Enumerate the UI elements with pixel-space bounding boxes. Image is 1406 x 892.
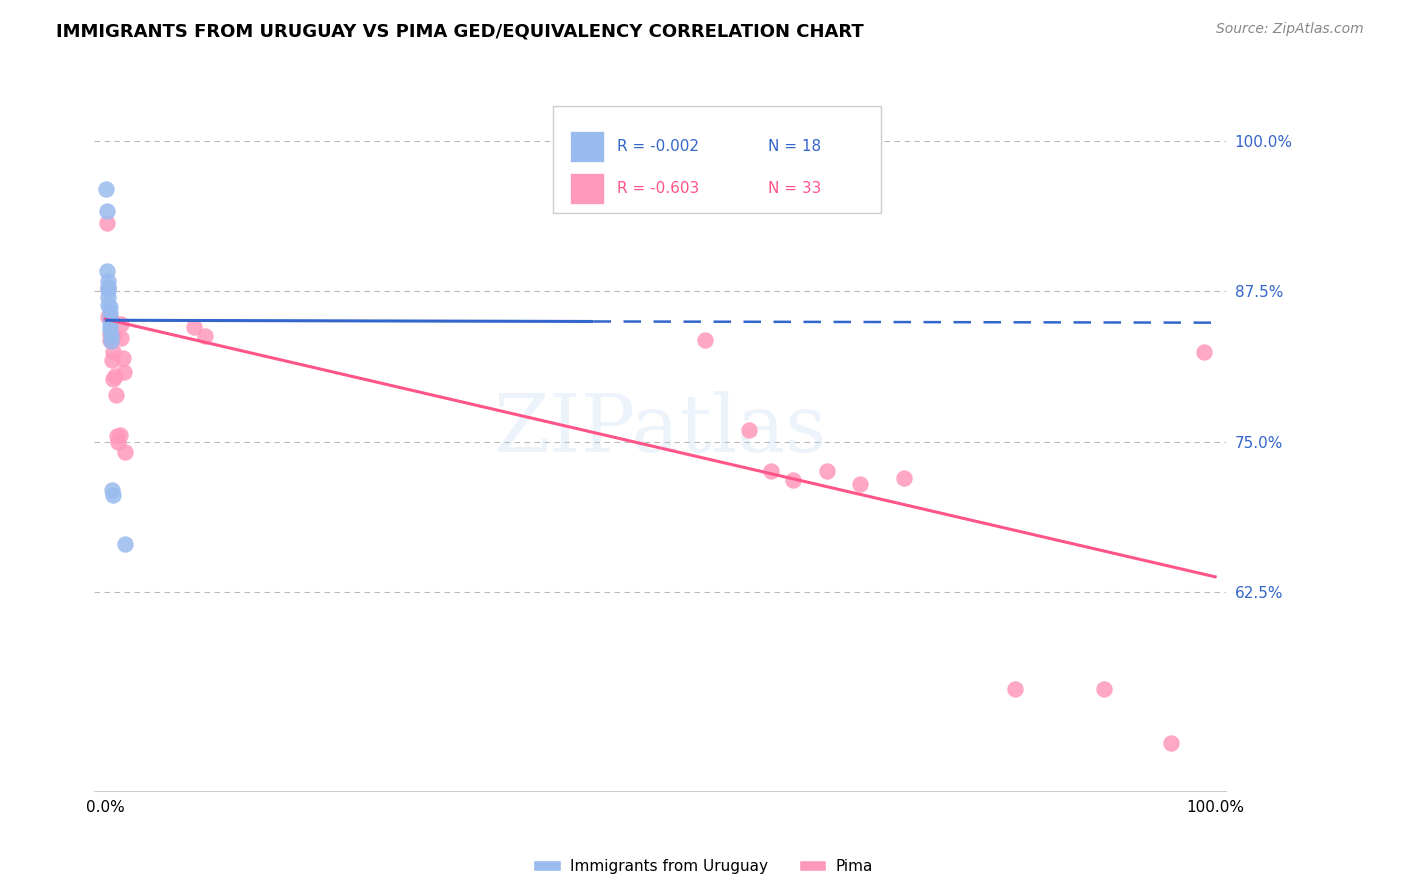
Point [97, 290, 120, 304]
Point [98, 312, 121, 326]
Point [100, 483, 122, 497]
Point [96, 182, 118, 196]
Point [738, 423, 761, 437]
Point [849, 477, 872, 491]
Point [101, 488, 124, 502]
Point [100, 326, 122, 341]
Point [100, 353, 122, 368]
Point [98, 326, 121, 341]
Point [96, 216, 118, 230]
Point [98, 300, 121, 314]
Point [100, 331, 122, 345]
Point [194, 329, 217, 343]
Point [103, 329, 125, 343]
Bar [569, 173, 603, 203]
Point [693, 333, 716, 347]
Point [98, 306, 121, 320]
Point [114, 537, 136, 551]
Point [893, 471, 915, 485]
Point [107, 434, 129, 449]
Point [183, 320, 205, 334]
Point [1160, 736, 1182, 750]
FancyBboxPatch shape [553, 106, 882, 213]
Point [96, 203, 118, 218]
Point [97, 281, 120, 295]
Point [112, 365, 135, 379]
Point [782, 474, 804, 488]
Point [815, 464, 838, 478]
Point [96, 264, 118, 278]
Point [97, 279, 120, 293]
Point [105, 388, 128, 402]
Text: R = -0.002: R = -0.002 [617, 139, 699, 154]
Point [98, 323, 121, 337]
Point [101, 344, 124, 359]
Point [110, 317, 132, 331]
Point [108, 427, 131, 442]
Point [100, 329, 122, 343]
Legend: Immigrants from Uruguay, Pima: Immigrants from Uruguay, Pima [527, 853, 879, 880]
Point [105, 429, 128, 443]
Text: R = -0.603: R = -0.603 [617, 181, 699, 196]
Text: Source: ZipAtlas.com: Source: ZipAtlas.com [1216, 22, 1364, 37]
Point [101, 372, 124, 386]
Point [97, 283, 120, 297]
Point [1192, 344, 1215, 359]
Point [111, 351, 134, 365]
Point [98, 318, 121, 332]
Point [97, 273, 120, 287]
Point [100, 312, 122, 326]
Point [100, 334, 122, 348]
Point [1092, 681, 1115, 696]
Point [104, 368, 127, 383]
Text: N = 33: N = 33 [768, 181, 821, 196]
Text: IMMIGRANTS FROM URUGUAY VS PIMA GED/EQUIVALENCY CORRELATION CHART: IMMIGRANTS FROM URUGUAY VS PIMA GED/EQUI… [56, 22, 865, 40]
Text: N = 18: N = 18 [768, 139, 821, 154]
Point [1004, 681, 1026, 696]
Point [98, 333, 121, 347]
Point [110, 331, 132, 345]
Point [97, 297, 120, 311]
Text: ZIPatlas: ZIPatlas [494, 391, 827, 469]
Bar [569, 131, 603, 161]
Point [759, 464, 782, 478]
Point [97, 310, 120, 324]
Point [114, 444, 136, 458]
